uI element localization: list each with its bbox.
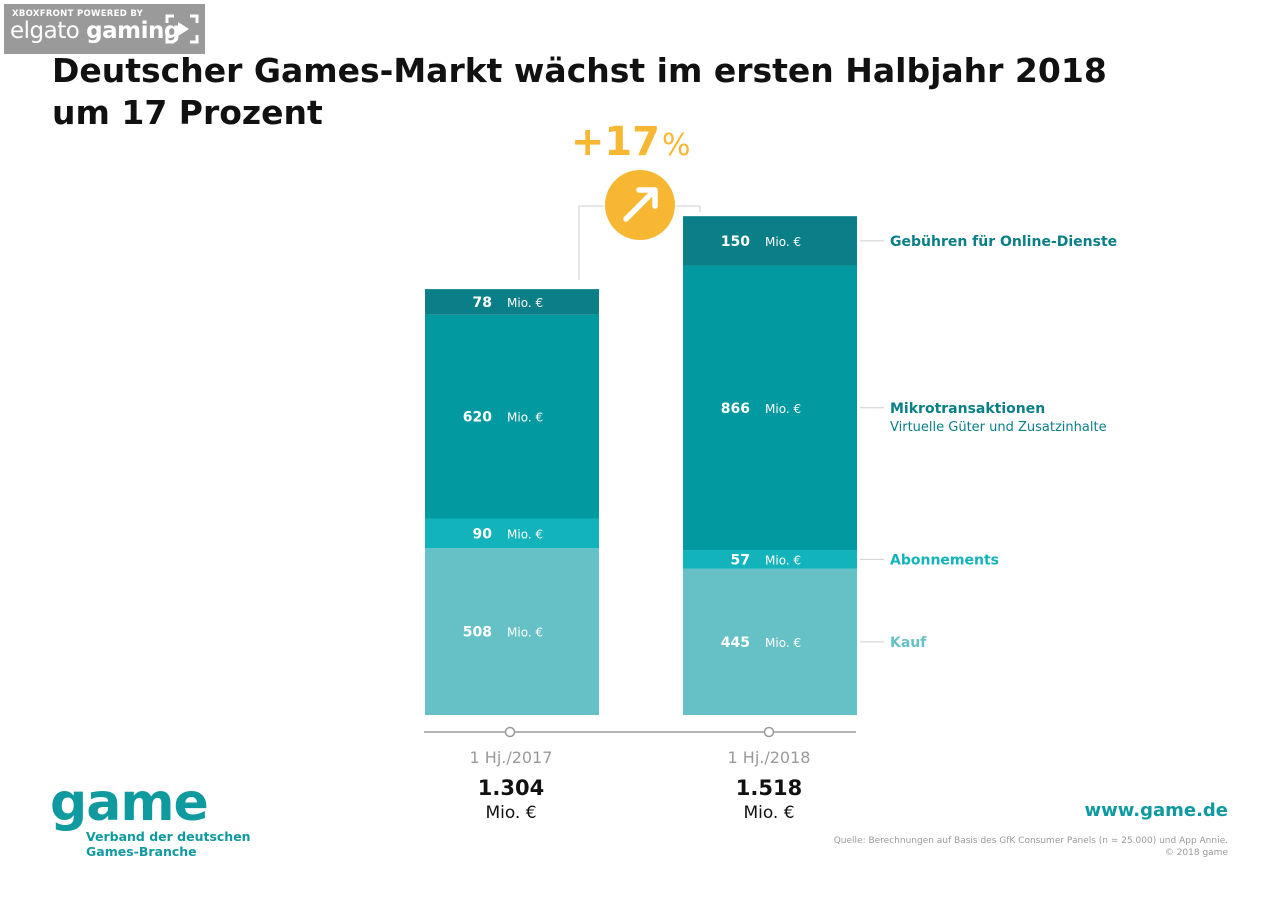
- logo-sub-line-1: Verband der deutschen: [86, 829, 251, 844]
- total-value-1: 1.304: [478, 776, 544, 800]
- segment-unit-1-1: Mio. €: [507, 626, 543, 640]
- logo-word: game: [50, 773, 209, 833]
- growth-bracket-right: [676, 205, 701, 212]
- total-unit-1: Mio. €: [485, 803, 536, 823]
- website-link[interactable]: www.game.de: [1084, 800, 1229, 821]
- bar-segment-3-1: [425, 314, 599, 519]
- segment-value-2-2: 57: [731, 552, 750, 568]
- logo-sub-line-2: Games-Branche: [86, 844, 197, 859]
- title-line-1: Deutscher Games-Markt wächst im ersten H…: [52, 51, 1107, 90]
- page-title: Deutscher Games-Markt wächst im ersten H…: [52, 50, 1152, 134]
- growth-value: +17: [571, 119, 660, 165]
- segment-value-4-1: 78: [473, 295, 492, 311]
- segment-unit-2-1: Mio. €: [507, 527, 543, 541]
- segment-value-1-1: 508: [463, 625, 492, 641]
- total-unit-2: Mio. €: [743, 803, 794, 823]
- segment-unit-3-2: Mio. €: [765, 402, 801, 416]
- game-logo: game Verband der deutschen Games-Branche: [50, 775, 251, 859]
- legend-sublabel-3: Virtuelle Güter und Zusatzinhalte: [890, 420, 1107, 435]
- watermark-brand-bold: gaming: [86, 18, 180, 44]
- category-label-2: 1 Hj./2018: [728, 748, 811, 767]
- watermark-brand-light: elgato: [10, 18, 80, 44]
- bar-segment-4-1: [425, 289, 599, 315]
- axis-marker-1: [504, 726, 516, 738]
- watermark: XBOXFRONT POWERED BY elgato gaming: [4, 4, 205, 54]
- source-line-1: Quelle: Berechnungen auf Basis des GfK C…: [833, 836, 1228, 846]
- legend-label-3: Mikrotransaktionen: [890, 401, 1045, 417]
- segment-unit-2-2: Mio. €: [765, 553, 801, 567]
- title-line-2: um 17 Prozent: [52, 93, 323, 132]
- logo-subtitle: Verband der deutschen Games-Branche: [86, 829, 251, 859]
- bar-segment-4-2: [683, 216, 857, 266]
- arrow-up-right-icon: [623, 187, 658, 222]
- segment-value-4-2: 150: [721, 234, 750, 250]
- segment-unit-3-1: Mio. €: [507, 411, 543, 425]
- watermark-top-text: XBOXFRONT POWERED BY: [12, 9, 144, 19]
- total-value-2: 1.518: [736, 776, 802, 800]
- legend-label-4: Gebühren für Online-Dienste: [890, 234, 1117, 250]
- play-icon: [165, 14, 199, 44]
- segment-value-2-1: 90: [473, 526, 493, 542]
- bar-segment-3-2: [683, 265, 857, 551]
- bar-segment-2-2: [683, 550, 857, 569]
- copyright-line: © 2018 game: [1164, 848, 1228, 858]
- segment-value-3-2: 866: [721, 401, 750, 417]
- bar-segment-1-1: [425, 548, 599, 715]
- legend-label-1: Kauf: [890, 635, 927, 651]
- segment-unit-1-2: Mio. €: [765, 636, 801, 650]
- source-note: Quelle: Berechnungen auf Basis des GfK C…: [834, 835, 1228, 859]
- bar-segment-1-2: [683, 568, 857, 715]
- bar-segment-2-1: [425, 518, 599, 549]
- segment-unit-4-2: Mio. €: [765, 235, 801, 249]
- segment-unit-4-1: Mio. €: [507, 296, 543, 310]
- legend-label-2: Abonnements: [890, 552, 999, 568]
- growth-bracket-left: [578, 205, 604, 280]
- growth-unit: %: [662, 128, 691, 163]
- watermark-brand: elgato gaming: [10, 18, 180, 44]
- category-label-1: 1 Hj./2017: [470, 748, 553, 767]
- segment-value-1-2: 445: [721, 635, 750, 651]
- segment-value-3-1: 620: [463, 410, 492, 426]
- axis-marker-2: [763, 726, 775, 738]
